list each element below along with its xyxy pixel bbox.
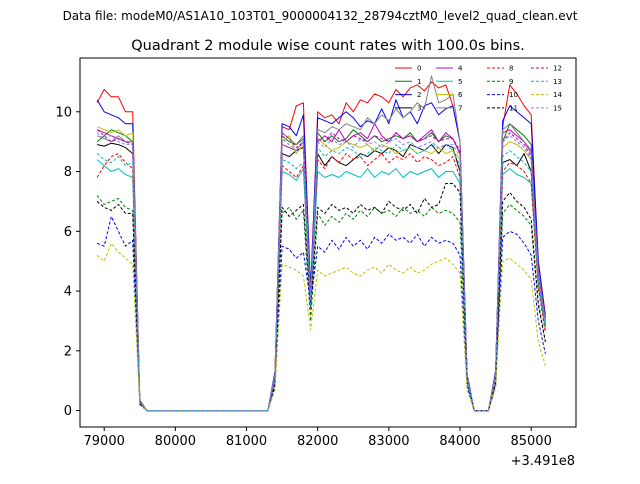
x-offset-label: +3.491e8 xyxy=(511,454,575,469)
legend-label-7: 7 xyxy=(458,104,462,112)
legend-label-6: 6 xyxy=(458,91,463,99)
x-tick-label: 81000 xyxy=(226,434,267,449)
legend-label-13: 13 xyxy=(553,78,562,86)
axes-frame xyxy=(79,57,577,428)
axes-background xyxy=(80,58,576,427)
x-tick-label: 82000 xyxy=(297,434,338,449)
y-tick-label: 10 xyxy=(55,105,72,120)
y-tick-label: 2 xyxy=(64,344,72,359)
axis-ticks: 79000 80000 81000 82000 83000 84000 85000 0 2 4 6 8… xyxy=(55,105,551,449)
legend-label-3: 3 xyxy=(417,104,421,112)
chart-title: Quadrant 2 module wise count rates with … xyxy=(131,38,525,54)
legend-label-2: 2 xyxy=(417,91,421,99)
x-tick-label: 84000 xyxy=(439,434,480,449)
legend-label-0: 0 xyxy=(417,65,421,73)
y-tick-label: 4 xyxy=(64,285,72,300)
legend-label-9: 9 xyxy=(509,78,513,86)
y-tick-label: 8 xyxy=(64,165,72,180)
series-line-10 xyxy=(96,215,546,412)
legend-label-15: 15 xyxy=(553,104,562,112)
legend-label-12: 12 xyxy=(553,65,562,73)
series-line-14 xyxy=(96,242,546,412)
plot-area xyxy=(80,58,576,427)
legend-label-11: 11 xyxy=(509,104,518,112)
x-tick-label: 83000 xyxy=(368,434,409,449)
series-lines xyxy=(96,75,546,412)
legend-label-10: 10 xyxy=(509,91,518,99)
legend-label-1: 1 xyxy=(417,78,421,86)
y-tick-label: 0 xyxy=(64,404,72,419)
legend-label-4: 4 xyxy=(458,65,463,73)
legend-label-5: 5 xyxy=(458,78,462,86)
x-tick-label: 80000 xyxy=(155,434,196,449)
suptitle: Data file: modeM0/AS1A10_103T01_90000041… xyxy=(63,9,578,23)
x-tick-label: 79000 xyxy=(84,434,125,449)
legend-label-14: 14 xyxy=(553,91,562,99)
y-tick-label: 6 xyxy=(64,225,72,240)
legend-label-8: 8 xyxy=(509,65,513,73)
x-tick-label: 85000 xyxy=(510,434,551,449)
